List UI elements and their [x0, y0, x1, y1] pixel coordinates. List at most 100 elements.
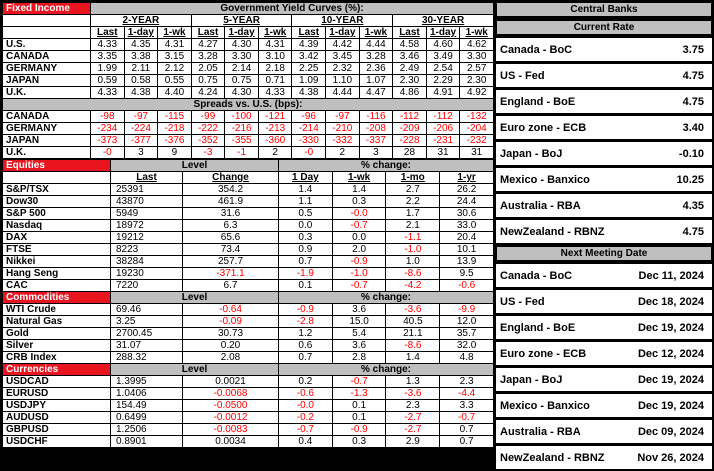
pct-value: 3.3	[439, 399, 494, 412]
row-label: U.S.	[2, 38, 91, 51]
currencies-header-row: Currencies Level% change:	[2, 363, 494, 376]
bank-rate: 4.35	[682, 199, 704, 212]
meeting-date: Dec 19, 2024	[637, 321, 704, 334]
central-bank-row: Mexico - Banxico Dec 19, 2024	[496, 394, 712, 417]
spread-cell: -210	[325, 122, 360, 135]
row-label: USDJPY	[2, 399, 111, 412]
pct-value: 12.0	[439, 315, 494, 328]
yield-cell: 1.09	[291, 74, 327, 87]
bank-name: England - BoE	[500, 321, 576, 334]
last-value: 19230	[110, 267, 183, 280]
pct-value: 0.3	[331, 435, 387, 448]
spread-cell: -376	[157, 134, 192, 147]
row-label: U.K.	[2, 146, 91, 159]
currencies-row: EURUSD 1.0406 -0.0068 -0.6 -1.3 -3.6 -4.4	[2, 387, 494, 400]
row-label: USDCHF	[2, 435, 111, 448]
spread-row: U.K. -0 3 9 -3 -1 2 -0 2 3 28 31 31	[2, 146, 494, 159]
equities-row: Nasdaq 18972 6.3 0.0 -0.7 2.1 33.0	[2, 219, 494, 232]
pct-value: 0.7	[278, 351, 333, 364]
change-value: 73.4	[181, 243, 280, 256]
spread-cell: -99	[190, 110, 226, 123]
row-label: GERMANY	[2, 62, 91, 75]
central-bank-row: NewZealand - RBNZ Nov 26, 2024	[496, 446, 712, 469]
spread-cell: -0	[90, 146, 125, 159]
pct-value: 5.4	[331, 327, 387, 340]
yield-subheader: 1-day	[325, 26, 360, 39]
spread-cell: -116	[358, 110, 394, 123]
column-header: 1-mo	[385, 171, 441, 184]
row-label: Gold	[2, 327, 111, 340]
change-value: -0.0068	[181, 387, 280, 400]
row-label: CANADA	[2, 50, 91, 63]
pct-value: 1.4	[385, 351, 441, 364]
change-value: 0.20	[181, 339, 280, 352]
pct-value: -4.2	[385, 279, 441, 292]
equities-header-row: Equities Level% change:	[2, 159, 494, 172]
equities-row: S&P 500 5949 31.6 0.5 -0.0 1.7 30.6	[2, 207, 494, 220]
pct-value: 4.8	[439, 351, 494, 364]
pct-value: 1.1	[278, 195, 333, 208]
pct-value: 0.1	[278, 279, 333, 292]
pct-value: -2.7	[385, 423, 441, 436]
central-banks-panel: Central Banks Current Rate Canada - BoC 3.…	[496, 2, 712, 469]
yield-cell: 2.30	[459, 74, 494, 87]
spread-cell: 3	[358, 146, 394, 159]
yield-cell: 3.30	[224, 50, 259, 63]
pct-value: 9.5	[439, 267, 494, 280]
row-label: S&P 500	[2, 207, 111, 220]
spread-cell: -206	[425, 122, 461, 135]
spacer-cell	[2, 14, 91, 27]
last-value: 3.25	[110, 315, 183, 328]
pct-value: 1.3	[385, 375, 441, 388]
yield-cell: 4.47	[358, 86, 394, 99]
yield-cell: 3.38	[123, 50, 159, 63]
spread-cell: -132	[459, 110, 494, 123]
current-rate-title: Current Rate	[496, 20, 712, 35]
column-header: Last	[110, 171, 183, 184]
pct-value: 0.5	[278, 207, 333, 220]
pct-value: -3.6	[385, 303, 441, 316]
pct-value: 0.4	[278, 435, 333, 448]
column-header: 1 Day	[278, 171, 333, 184]
level-header: Level	[109, 291, 280, 304]
central-bank-row: US - Fed Dec 18, 2024	[496, 290, 712, 313]
yield-cell: 2.18	[257, 62, 293, 75]
pct-value: -0.9	[331, 423, 387, 436]
yield-cell: 4.35	[123, 38, 159, 51]
spread-cell: -97	[325, 110, 360, 123]
currencies-row: USDCHF 0.8901 0.0034 0.4 0.3 2.9 0.7	[2, 435, 494, 448]
pct-value: -1.3	[331, 387, 387, 400]
pct-value: 3.6	[331, 303, 387, 316]
pct-value: -0.9	[331, 255, 387, 268]
yield-cell: 4.33	[90, 86, 125, 99]
fixed-income-section-header: Fixed Income	[2, 2, 91, 15]
spread-cell: -373	[90, 134, 125, 147]
spread-cell: -98	[90, 110, 125, 123]
last-value: 18972	[110, 219, 183, 232]
spreads-title: Spreads vs. U.S. (bps):	[2, 98, 494, 111]
spread-cell: -100	[224, 110, 259, 123]
pct-value: 2.2	[385, 195, 441, 208]
yield-cell: 2.11	[123, 62, 159, 75]
meeting-date: Dec 19, 2024	[637, 373, 704, 386]
meeting-date: Dec 11, 2024	[638, 269, 704, 282]
row-label: GBPUSD	[2, 423, 111, 436]
bank-rate: -0.10	[678, 147, 704, 160]
pct-value: -0.7	[331, 279, 387, 292]
pct-value: -1.9	[278, 267, 333, 280]
spread-row: JAPAN -373 -377 -376 -352 -355 -360 -330 -332 -33…	[2, 134, 494, 147]
central-bank-row: Euro zone - ECB 3.40	[496, 116, 712, 139]
spacer-cell	[2, 171, 111, 184]
yield-cell: 2.12	[157, 62, 192, 75]
yield-group-header: 10-YEAR	[291, 14, 394, 27]
pct-value: 0.6	[278, 339, 333, 352]
bank-name: Mexico - Banxico	[500, 399, 590, 412]
yield-cell: 4.24	[190, 86, 226, 99]
yield-subheader: 1-wk	[358, 26, 394, 39]
pct-change-header: % change:	[278, 363, 494, 376]
yield-cell: 4.30	[224, 86, 259, 99]
pct-change-header: % change:	[278, 291, 494, 304]
yield-cell: 2.30	[392, 74, 427, 87]
pct-value: -8.6	[385, 339, 441, 352]
